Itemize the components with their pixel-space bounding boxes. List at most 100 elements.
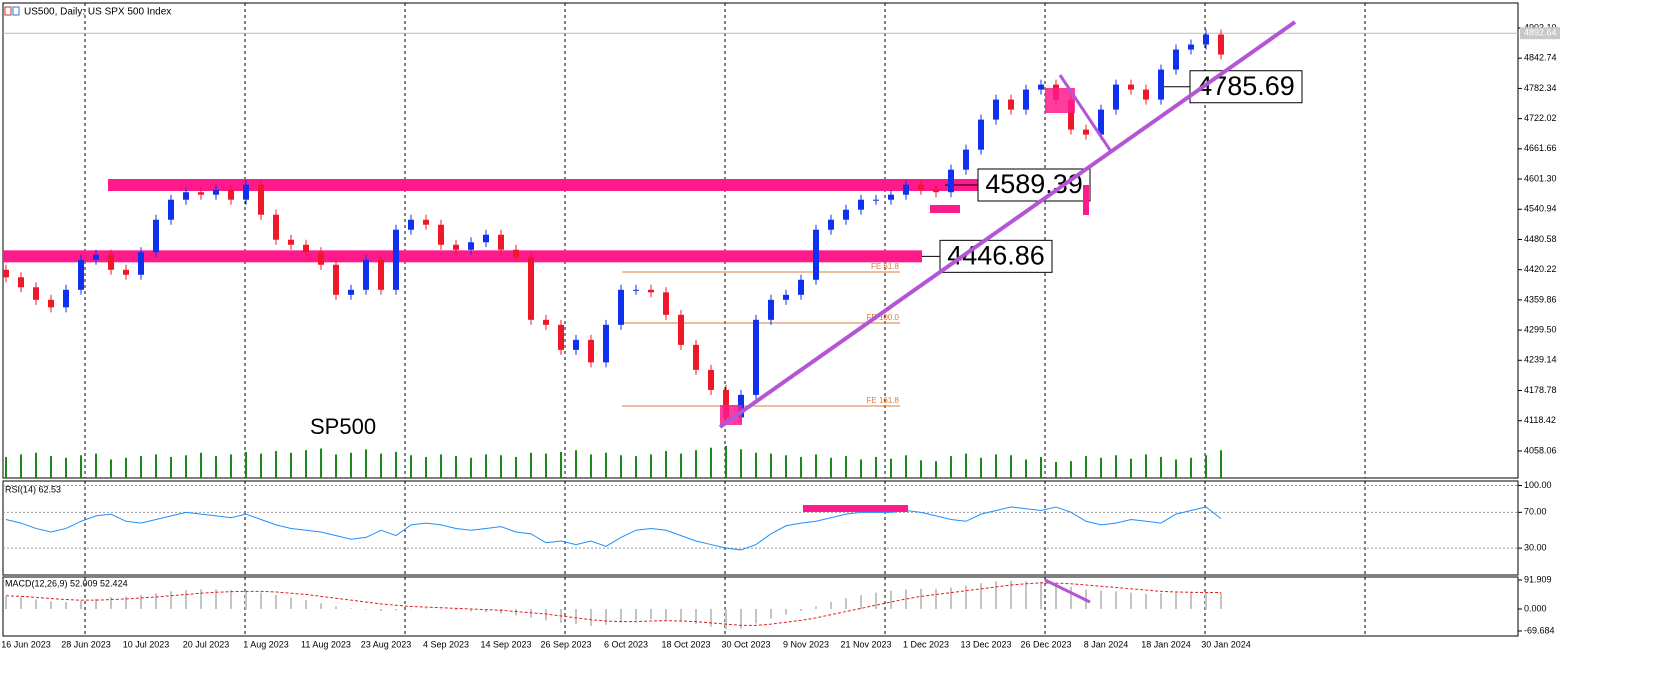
macd-bar	[515, 608, 517, 616]
level-box	[1189, 70, 1303, 104]
y-tick-label: 4842.74	[1524, 53, 1557, 63]
y-tick-label: 30.00	[1524, 543, 1547, 553]
candle-body	[363, 259, 369, 290]
level-box	[977, 168, 1091, 202]
chart-title: US500, Daily: US SPX 500 Index	[24, 7, 171, 18]
macd-bar	[1145, 593, 1147, 609]
macd-bar	[200, 589, 202, 609]
volume-bar	[815, 454, 817, 478]
candle-body	[1128, 84, 1134, 90]
candle-body	[393, 229, 399, 290]
volume-bar	[245, 451, 247, 478]
volume-bar	[950, 456, 952, 478]
volume-bar	[80, 455, 82, 478]
level-box	[939, 239, 1053, 273]
volume-bar	[155, 454, 157, 478]
icon	[12, 6, 20, 16]
macd-bar	[965, 585, 967, 609]
candle-body	[723, 389, 729, 418]
fib-label: FE 100.0	[867, 313, 900, 322]
macd-bar	[725, 608, 727, 630]
x-tick-label: 4 Sep 2023	[423, 639, 469, 649]
macd-title: MACD(12,26,9) 52.009 52.424	[5, 578, 128, 588]
volume-bar	[455, 456, 457, 478]
volume-bar	[680, 453, 682, 478]
candle-body	[528, 257, 534, 320]
y-tick-label: 4601.30	[1524, 173, 1557, 183]
volume-bar	[65, 457, 67, 478]
macd-panel	[2, 576, 1519, 637]
macd-bar	[500, 608, 502, 614]
volume-bar	[320, 448, 322, 478]
volume-bar	[230, 454, 232, 478]
candle-body	[1023, 89, 1029, 110]
y-tick-label: 4118.42	[1524, 415, 1556, 425]
macd-bar	[245, 590, 247, 609]
y-tick-label: 100.00	[1524, 480, 1552, 490]
volume-bar	[620, 455, 622, 478]
volume-bar	[200, 452, 202, 478]
y-tick-label: -69.684	[1524, 625, 1555, 635]
macd-bar	[95, 598, 97, 609]
x-tick-label: 23 Aug 2023	[361, 639, 412, 649]
volume-bar	[1220, 450, 1222, 478]
macd-bar	[65, 602, 67, 609]
macd-bar	[290, 597, 292, 609]
candle-body	[633, 289, 639, 291]
x-tick-label: 18 Oct 2023	[661, 639, 710, 649]
candle-body	[63, 289, 69, 308]
highlight	[803, 505, 908, 512]
candle-body	[48, 299, 54, 308]
volume-bar	[785, 455, 787, 478]
candle-body	[573, 339, 579, 350]
candle-body	[948, 169, 954, 193]
macd-bar	[1100, 590, 1102, 609]
volume-bar	[1175, 459, 1177, 478]
icon	[4, 6, 12, 16]
y-tick-label: 4722.02	[1524, 113, 1557, 123]
macd-bar	[155, 593, 157, 609]
candle-body	[963, 149, 969, 170]
macd-bar	[605, 608, 607, 625]
volume-bar	[1025, 459, 1027, 478]
volume-bar	[290, 452, 292, 478]
candle-body	[453, 244, 459, 250]
candle-body	[33, 287, 39, 300]
macd-bar	[170, 591, 172, 609]
macd-bar	[830, 602, 832, 609]
macd-bar	[35, 599, 37, 609]
x-tick-label: 16 Jun 2023	[1, 639, 51, 649]
candle-body	[138, 252, 144, 275]
macd-bar	[1190, 592, 1192, 609]
x-tick-label: 14 Sep 2023	[480, 639, 531, 649]
macd-bar	[1025, 581, 1027, 609]
volume-bar	[650, 454, 652, 478]
fib-label: FE 161.8	[867, 396, 900, 405]
candle-body	[588, 339, 594, 363]
volume-bar	[380, 453, 382, 478]
candle-body	[1038, 84, 1044, 90]
candle-body	[858, 199, 864, 210]
macd-bar	[620, 608, 622, 623]
macd-bar	[380, 608, 382, 611]
x-tick-label: 6 Oct 2023	[604, 639, 648, 649]
candle-body	[873, 199, 879, 201]
candle-body	[288, 239, 294, 245]
x-tick-label: 30 Oct 2023	[721, 639, 770, 649]
fib-label: FE 61.8	[871, 262, 900, 271]
macd-bar	[350, 608, 352, 609]
candle-body	[648, 289, 654, 293]
macd-bar	[335, 606, 337, 609]
volume-bar	[365, 449, 367, 478]
macd-bar	[995, 581, 997, 609]
x-tick-label: 11 Aug 2023	[301, 639, 351, 649]
macd-bar	[740, 608, 742, 629]
candle-body	[213, 189, 219, 195]
trendline	[1044, 578, 1091, 604]
volume-bar	[485, 454, 487, 478]
macd-bar	[1175, 592, 1177, 609]
macd-bar	[950, 587, 952, 609]
volume-bar	[500, 455, 502, 478]
x-tick-label: 9 Nov 2023	[783, 639, 829, 649]
candle-body	[933, 189, 939, 193]
